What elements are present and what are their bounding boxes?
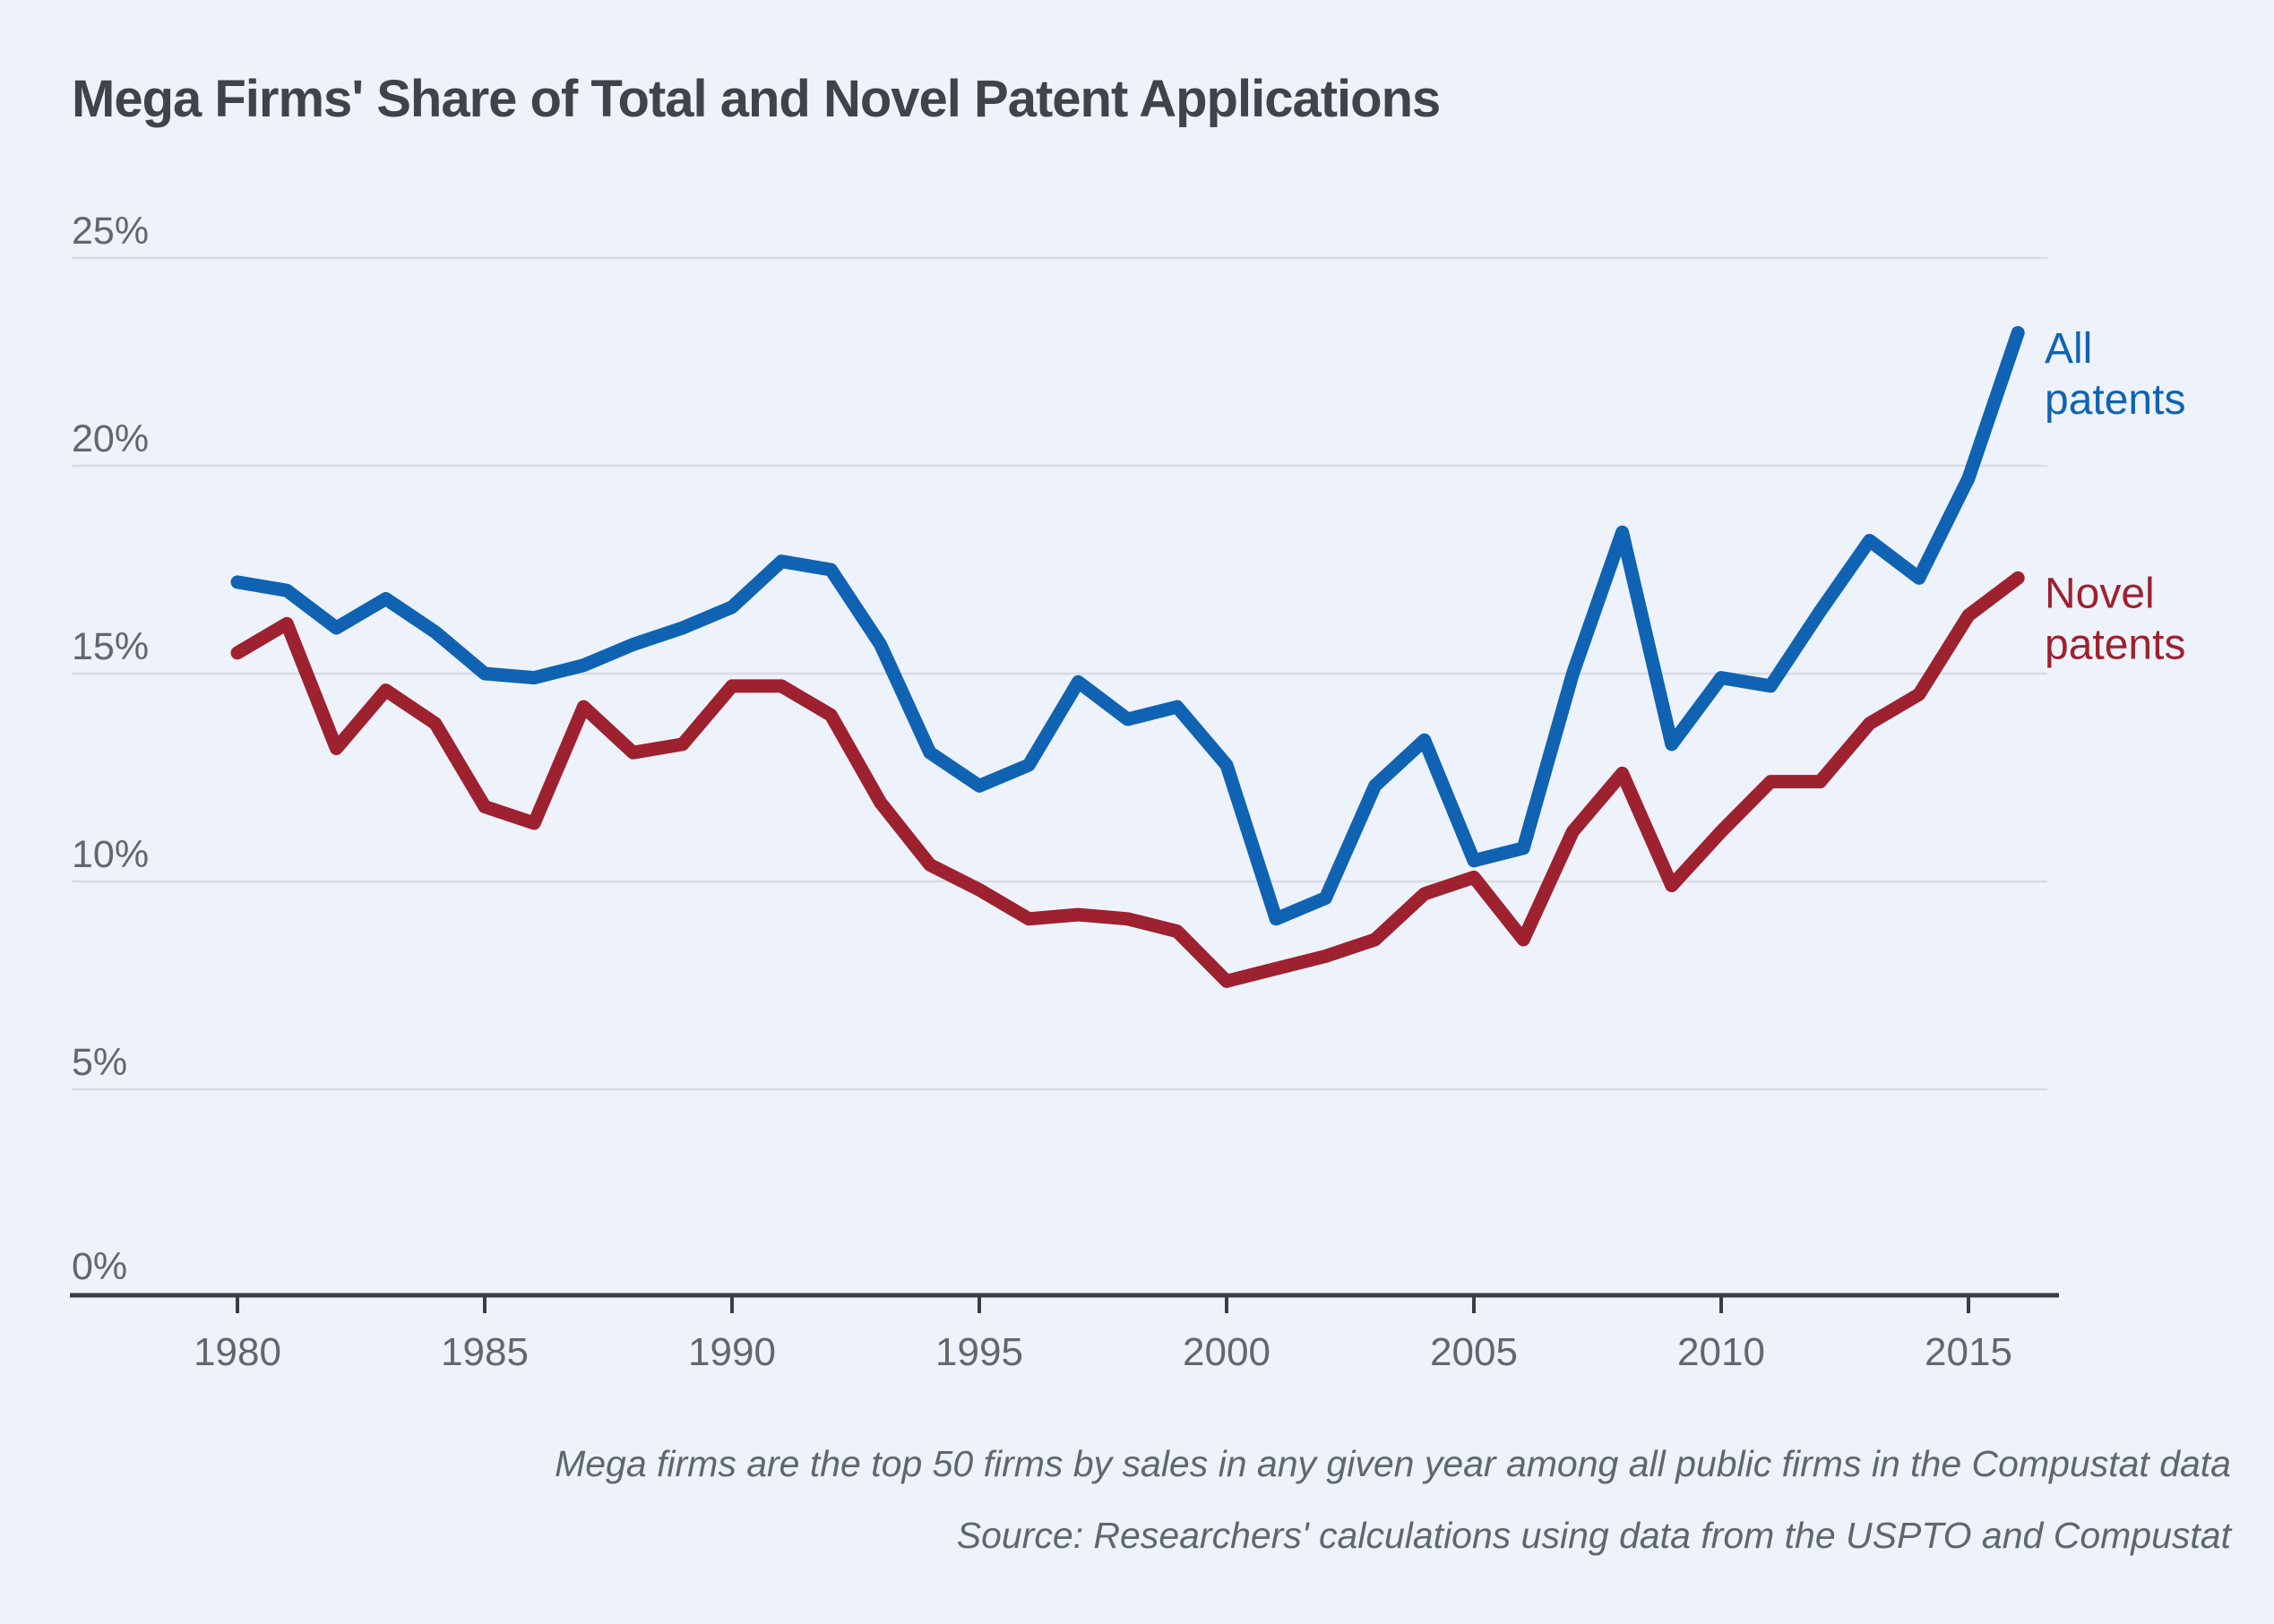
- y-tick-label-25: 25%: [72, 210, 149, 253]
- y-tick-label-5: 5%: [72, 1041, 127, 1084]
- x-tick-label-2000: 2000: [1183, 1330, 1271, 1374]
- x-tick-label-2015: 2015: [1925, 1330, 2012, 1374]
- x-tick-label-1990: 1990: [688, 1330, 776, 1374]
- x-tick-label-2005: 2005: [1430, 1330, 1518, 1374]
- gridlines: [72, 256, 2047, 1091]
- series-line-all-patents: [230, 326, 2025, 926]
- y-tick-label-10: 10%: [72, 833, 149, 876]
- note-definition: Mega firms are the top 50 firms by sales…: [555, 1443, 2231, 1484]
- series-label-novel-patents-line1: Novel: [2045, 570, 2155, 617]
- series-label-all-patents-line2: patents: [2045, 376, 2185, 424]
- x-tick-label-2010: 2010: [1677, 1330, 1765, 1374]
- x-tick-label-1985: 1985: [441, 1330, 529, 1374]
- chart-title: Mega Firms' Share of Total and Novel Pat…: [72, 70, 1441, 128]
- series-line-novel-patents: [230, 571, 2025, 988]
- series-label-novel-patents-line2: patents: [2045, 621, 2185, 668]
- y-tick-label-0: 0%: [72, 1245, 127, 1288]
- note-source: Source: Researchers' calculations using …: [956, 1515, 2231, 1556]
- data-series: [230, 326, 2025, 988]
- y-tick-label-15: 15%: [72, 625, 149, 668]
- axis-and-series-labels: 0% 5% 10% 15% 20% 25% 1980 1985 1990 1995 2000 2005…: [72, 210, 2185, 1374]
- x-tick-label-1980: 1980: [194, 1330, 281, 1374]
- x-tick-label-1995: 1995: [935, 1330, 1023, 1374]
- y-tick-label-20: 20%: [72, 417, 149, 460]
- series-label-all-patents-line1: All: [2045, 325, 2092, 373]
- x-axis: [70, 1293, 2059, 1313]
